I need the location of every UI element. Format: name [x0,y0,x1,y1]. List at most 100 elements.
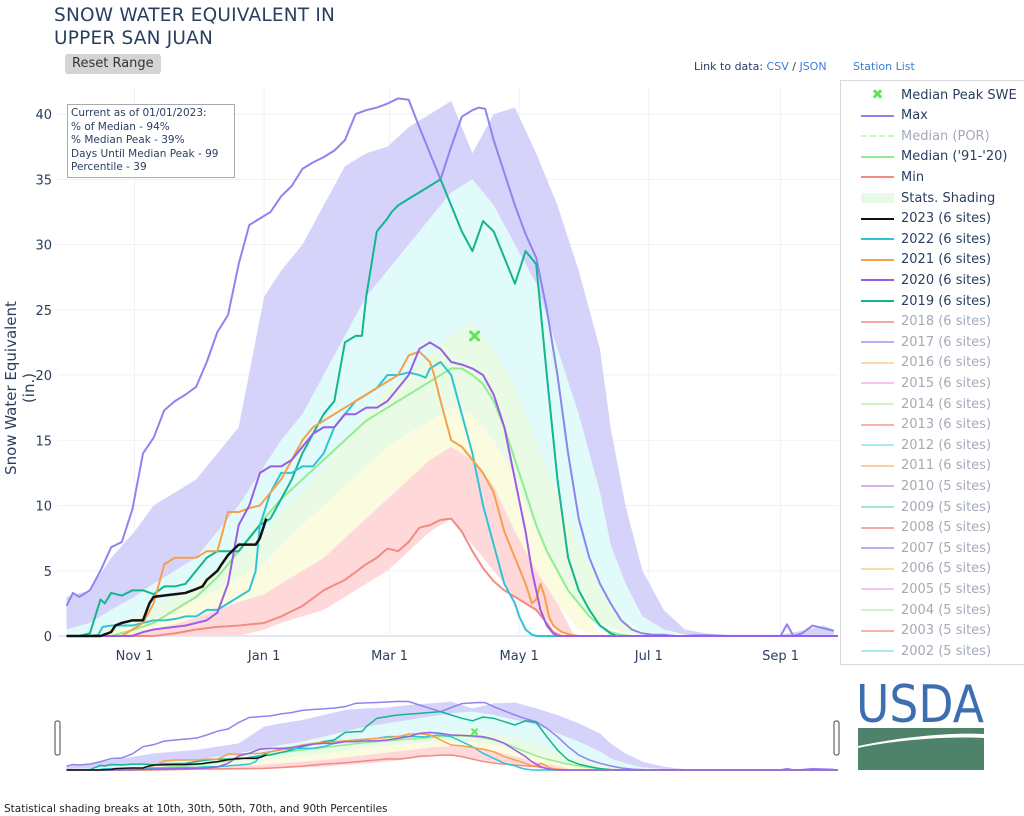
band-max-90th [66,101,834,637]
mini-series-line [66,754,267,771]
legend-item[interactable]: 2019 (6 sites) [861,291,991,311]
legend-item[interactable]: 2009 (5 sites) [861,497,991,517]
legend-item[interactable]: 2004 (5 sites) [861,600,991,620]
mini-series-line [66,732,838,771]
legend-item[interactable]: 2018 (6 sites) [861,312,991,332]
legend-line-swatch [861,526,894,529]
legend-item[interactable]: 2023 (6 sites) [861,209,991,229]
legend-item[interactable]: 2016 (6 sites) [861,353,991,373]
usda-logo-text: USDA [856,678,984,735]
y-tick-label: 5 [44,565,52,580]
legend-item[interactable]: 2020 (6 sites) [861,270,991,290]
legend-item[interactable]: 2011 (6 sites) [861,456,991,476]
legend-label: 2011 (6 sites) [901,458,992,474]
series-line-2019-6-sites-[interactable] [66,178,838,637]
x-tick-label: May 1 [500,649,539,664]
legend-item[interactable]: 2021 (6 sites) [861,250,991,270]
legend-label: Median Peak SWE [901,87,1017,103]
series-line-min[interactable] [66,517,838,637]
y-tick-label: 30 [35,239,52,254]
legend-line-swatch [861,650,894,653]
json-link[interactable]: JSON [799,60,827,73]
legend-item[interactable]: 2002 (5 sites) [861,641,991,661]
x-tick-label: Nov 1 [116,649,154,664]
legend-line-swatch [861,361,894,364]
reset-range-button[interactable]: Reset Range [65,54,161,74]
legend-line-swatch [861,114,894,117]
link-to-data-label: Link to data: [694,60,767,73]
legend-label: 2003 (5 sites) [901,623,992,639]
mini-band-50th-30th [66,740,600,770]
range-slider-left-handle[interactable] [54,720,61,756]
y-tick-label: 20 [35,369,52,384]
mini-band-max-90th [66,701,834,770]
mini-series-line [66,710,838,771]
csv-link[interactable]: CSV [766,60,789,73]
series-line-2022-6-sites-[interactable] [66,361,838,637]
mini-series-line [66,754,838,771]
legend-label: 2010 (5 sites) [901,478,992,494]
legend-item[interactable]: 2015 (6 sites) [861,373,991,393]
range-slider-right-handle[interactable] [833,720,840,756]
legend-line-swatch [861,176,894,179]
x-tick-label: Jan 1 [247,649,280,664]
current-stats-box: Current as of 01/01/2023: % of Median - … [67,104,235,178]
legend-line-swatch [861,279,894,282]
legend-item[interactable]: 2007 (5 sites) [861,538,991,558]
info-line-pct-median: % of Median - 94% [71,120,170,133]
legend-label: Median (POR) [901,128,990,144]
legend-item[interactable]: 2010 (5 sites) [861,476,991,496]
legend-label: Stats. Shading [901,190,996,206]
legend-label: Min [901,169,925,185]
legend-item[interactable]: ✖ Median Peak SWE [861,85,1017,105]
series-line-2020-6-sites-[interactable] [66,341,838,637]
legend-label: 2005 (5 sites) [901,581,992,597]
legend-label: Median ('91-'20) [901,149,1008,165]
y-tick-label: 15 [35,434,52,449]
legend-item[interactable]: Max [861,106,928,126]
legend-item[interactable]: 2013 (6 sites) [861,415,991,435]
legend-item[interactable]: Stats. Shading [861,188,995,208]
band-70th-50th [66,322,643,636]
series-line-2023-6-sites-[interactable] [66,518,268,638]
legend-label: Max [901,108,928,124]
legend-line-swatch [861,135,894,138]
y-tick-label: 40 [35,108,52,123]
legend-item[interactable]: 2017 (6 sites) [861,332,991,352]
main-chart[interactable]: 0 5 10 15 20 25 30 35 40 Nov 1 Jan 1 Mar 1 May 1 Jul… [0,0,840,800]
x-tick-labels: Nov 1 Jan 1 Mar 1 May 1 Jul 1 Sep 1 [116,649,799,664]
legend-line-swatch [861,217,894,220]
y-tick-label: 25 [35,304,52,319]
legend-item[interactable]: 2022 (6 sites) [861,229,991,249]
legend-label: 2004 (5 sites) [901,602,992,618]
y-tick-label: 35 [35,173,52,188]
legend-item[interactable]: Median (POR) [861,126,990,146]
legend-item[interactable]: 2008 (5 sites) [861,518,991,538]
legend-line-swatch [861,588,894,591]
legend-item[interactable]: 2014 (6 sites) [861,394,991,414]
legend-line-swatch [861,341,894,344]
series-lines [65,97,838,638]
legend-item[interactable]: 2012 (6 sites) [861,435,991,455]
legend-line-swatch [861,464,894,467]
legend-item[interactable]: 2005 (5 sites) [861,579,991,599]
legend-item[interactable]: Median ('91-'20) [861,147,1007,167]
series-line-median-91-20-[interactable] [66,367,838,637]
legend-item[interactable]: Min [861,167,924,187]
y-tick-label: 10 [35,500,52,515]
mini-band-90th-70th [66,711,685,770]
median-peak-marker[interactable] [469,330,481,342]
band-90th-70th [66,179,685,637]
legend-item[interactable]: 2003 (5 sites) [861,621,991,641]
legend-label: 2006 (5 sites) [901,561,992,577]
legend-item[interactable]: 2006 (5 sites) [861,559,991,579]
x-tick-label: Jul 1 [634,649,663,664]
legend-line-swatch [861,155,894,158]
band-50th-30th [66,407,600,636]
mini-band-30th-min [66,745,575,770]
series-line-2021-6-sites-[interactable] [66,350,838,637]
station-list-link[interactable]: Station List [853,60,915,73]
legend-label: 2017 (6 sites) [901,334,992,350]
legend-label: 2007 (5 sites) [901,540,992,556]
legend-label: 2015 (6 sites) [901,375,992,391]
